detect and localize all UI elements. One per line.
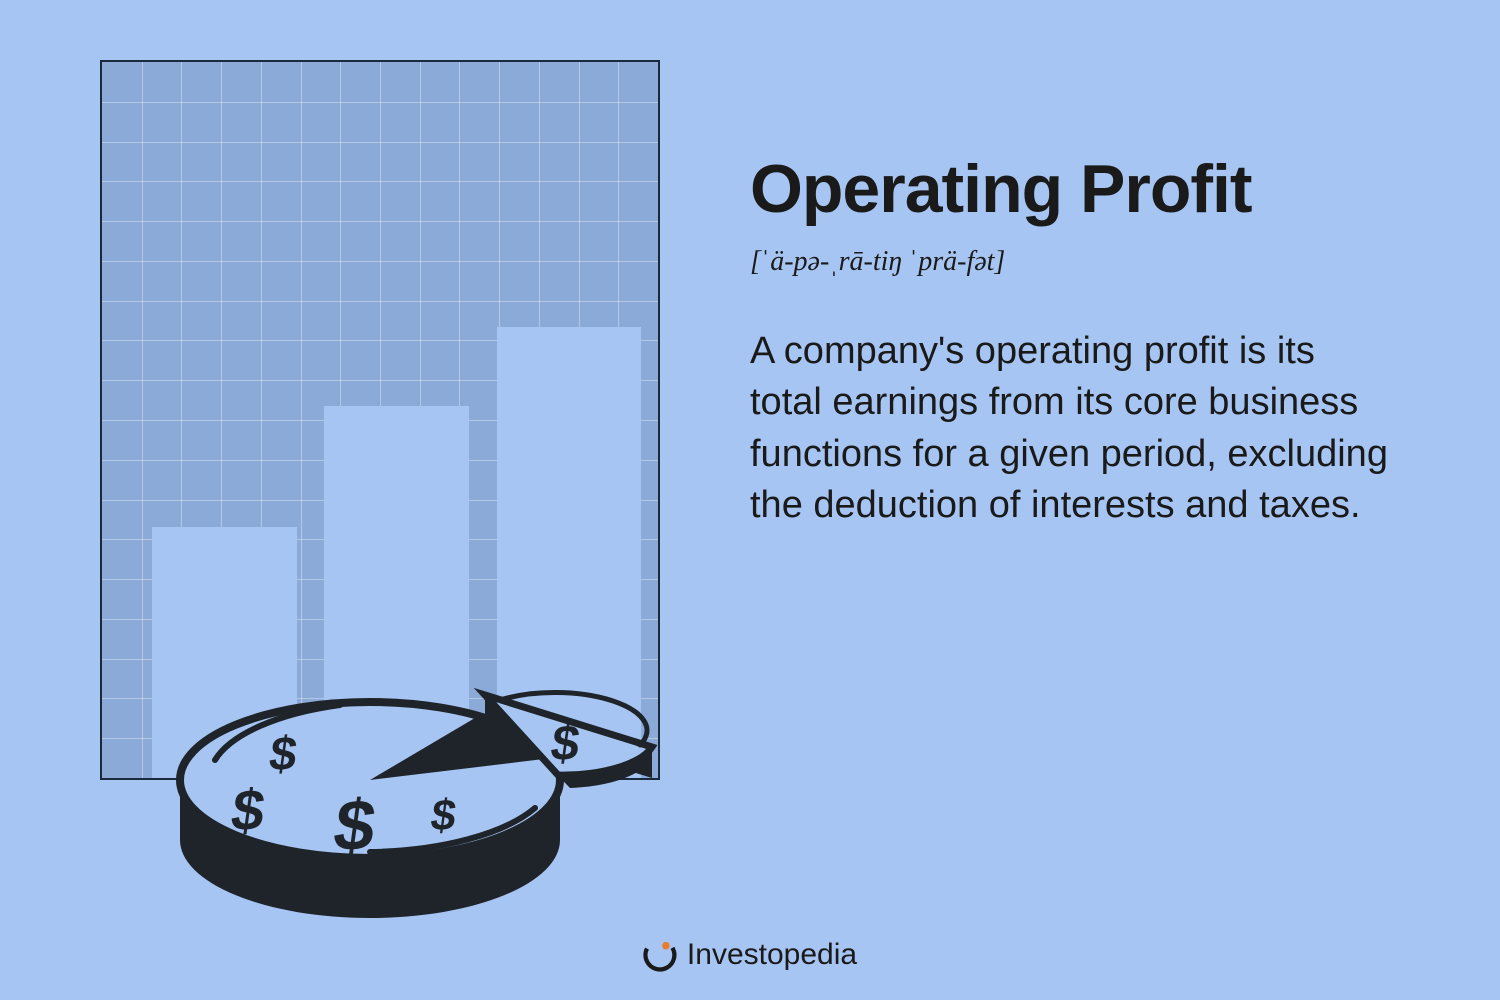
illustration-panel: $ $ $ $ $ — [100, 60, 680, 920]
brand-logo: Investopedia — [643, 938, 857, 972]
term-title: Operating Profit — [750, 150, 1430, 228]
investopedia-icon — [643, 938, 677, 972]
text-panel: Operating Profit [ˈä-pə-ˌrā-tiŋ ˈprä-fət… — [680, 60, 1430, 920]
definition-text: A company's operating profit is its tota… — [750, 326, 1390, 531]
pie-illustration: $ $ $ $ $ — [140, 540, 700, 940]
infographic-container: $ $ $ $ $ Operating Profit [ˈä-pə-ˌrā-ti… — [0, 0, 1500, 1000]
pronunciation: [ˈä-pə-ˌrā-tiŋ ˈprä-fət] — [750, 246, 1430, 278]
brand-name: Investopedia — [687, 938, 857, 972]
